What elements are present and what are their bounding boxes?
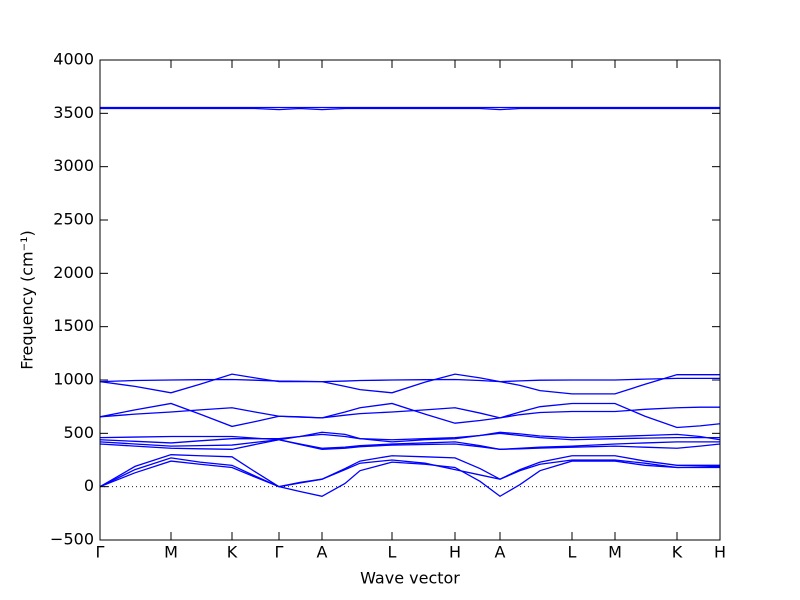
x-tick-label: Γ <box>96 543 105 562</box>
x-tick-label: M <box>608 543 622 562</box>
x-tick-label: A <box>495 543 506 562</box>
band-line <box>99 431 721 443</box>
x-tick-label: K <box>672 543 683 562</box>
band-line <box>99 460 720 498</box>
band-line <box>99 377 720 383</box>
x-tick-label: H <box>449 543 461 562</box>
y-tick-label: 2500 <box>53 210 94 229</box>
y-tick-label: 500 <box>63 423 94 442</box>
plot-frame <box>99 59 721 541</box>
band-line <box>99 457 721 488</box>
band-line <box>99 406 720 419</box>
band-line <box>100 107 720 111</box>
band-line <box>99 373 720 395</box>
y-tick-label: −500 <box>50 530 94 549</box>
x-tick-label: A <box>317 543 328 562</box>
x-tick-label: M <box>164 543 178 562</box>
band-line <box>99 432 720 444</box>
y-tick-label: 2000 <box>53 263 94 282</box>
y-tick-label: 3500 <box>53 103 94 122</box>
y-tick-label: 0 <box>84 476 94 495</box>
x-tick-label: Γ <box>275 543 284 562</box>
x-tick-label: H <box>714 543 726 562</box>
y-tick-label: 1000 <box>53 370 94 389</box>
y-tick-label: 4000 <box>53 50 94 69</box>
band-line <box>99 454 720 488</box>
band-line <box>99 439 721 450</box>
y-tick-label: 1500 <box>53 316 94 335</box>
x-tick-label: K <box>227 543 238 562</box>
x-tick-label: L <box>568 543 577 562</box>
y-axis-label: Frequency (cm⁻¹) <box>18 230 37 369</box>
band-line <box>99 439 720 450</box>
y-tick-label: 3000 <box>53 156 94 175</box>
x-axis-label: Wave vector <box>360 569 460 588</box>
x-tick-label: L <box>388 543 397 562</box>
band-line <box>99 402 721 429</box>
